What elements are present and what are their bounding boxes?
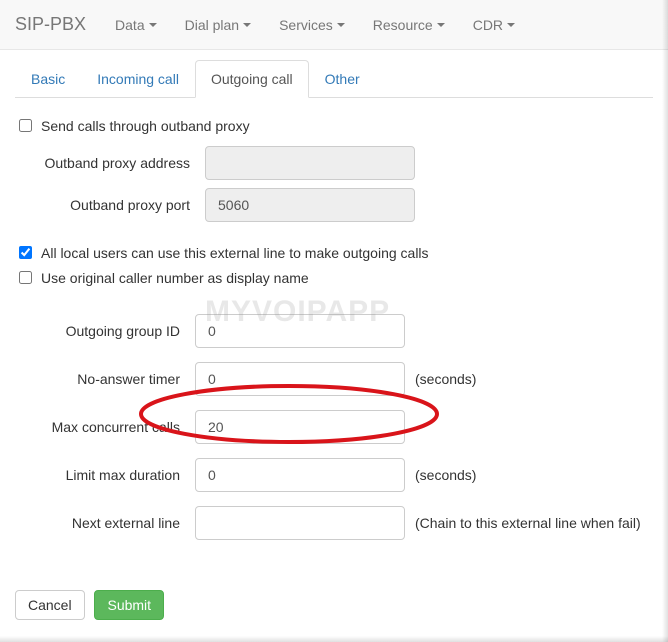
use-original-caller-checkbox[interactable] [19, 271, 32, 284]
outband-proxy-address-label: Outband proxy address [15, 155, 205, 171]
nav-label: Services [279, 17, 333, 33]
navbar-brand: SIP-PBX [15, 14, 101, 35]
checkbox-row-outband-proxy: Send calls through outband proxy [15, 113, 653, 138]
outband-proxy-port-label: Outband proxy port [15, 197, 205, 213]
limit-max-duration-label: Limit max duration [15, 467, 195, 483]
nav-item-resource[interactable]: Resource [359, 2, 459, 48]
chevron-down-icon [337, 23, 345, 27]
navbar: SIP-PBX Data Dial plan Services Resource… [0, 0, 668, 50]
nav-item-cdr[interactable]: CDR [459, 2, 529, 48]
checkbox-row-use-original-caller: Use original caller number as display na… [15, 265, 653, 290]
chevron-down-icon [149, 23, 157, 27]
next-external-line-input[interactable] [195, 506, 405, 540]
chevron-down-icon [437, 23, 445, 27]
max-concurrent-calls-input[interactable] [195, 410, 405, 444]
nav-label: Dial plan [185, 17, 239, 33]
checkbox-row-all-local-users: All local users can use this external li… [15, 240, 653, 265]
shadow-bottom [0, 636, 668, 642]
outgoing-group-id-label: Outgoing group ID [15, 323, 195, 339]
nav-item-data[interactable]: Data [101, 2, 171, 48]
nav-item-dialplan[interactable]: Dial plan [171, 2, 265, 48]
footer-buttons: Cancel Submit [15, 575, 653, 620]
use-original-caller-label: Use original caller number as display na… [41, 270, 309, 286]
nav-item-services[interactable]: Services [265, 2, 359, 48]
cancel-button[interactable]: Cancel [15, 590, 85, 620]
nav-label: Resource [373, 17, 433, 33]
chevron-down-icon [507, 23, 515, 27]
tab-outgoing[interactable]: Outgoing call [195, 60, 309, 98]
outband-proxy-label: Send calls through outband proxy [41, 118, 250, 134]
nav-label: Data [115, 17, 145, 33]
limit-max-duration-input[interactable] [195, 458, 405, 492]
tab-basic[interactable]: Basic [15, 60, 81, 98]
content-area: Basic Incoming call Outgoing call Other … [0, 50, 668, 635]
submit-button[interactable]: Submit [94, 590, 164, 620]
outband-proxy-port-input[interactable] [205, 188, 415, 222]
no-answer-timer-unit: (seconds) [405, 371, 476, 387]
outgoing-group-id-input[interactable] [195, 314, 405, 348]
next-external-line-label: Next external line [15, 515, 195, 531]
next-external-line-unit: (Chain to this external line when fail) [405, 515, 641, 531]
tab-bar: Basic Incoming call Outgoing call Other [15, 60, 653, 98]
max-concurrent-calls-label: Max concurrent calls [15, 419, 195, 435]
all-local-users-checkbox[interactable] [19, 246, 32, 259]
tab-other[interactable]: Other [309, 60, 376, 98]
no-answer-timer-label: No-answer timer [15, 371, 195, 387]
outband-proxy-checkbox[interactable] [19, 119, 32, 132]
outband-proxy-address-input[interactable] [205, 146, 415, 180]
tab-incoming[interactable]: Incoming call [81, 60, 195, 98]
no-answer-timer-input[interactable] [195, 362, 405, 396]
chevron-down-icon [243, 23, 251, 27]
limit-max-duration-unit: (seconds) [405, 467, 476, 483]
nav-label: CDR [473, 17, 503, 33]
all-local-users-label: All local users can use this external li… [41, 245, 429, 261]
